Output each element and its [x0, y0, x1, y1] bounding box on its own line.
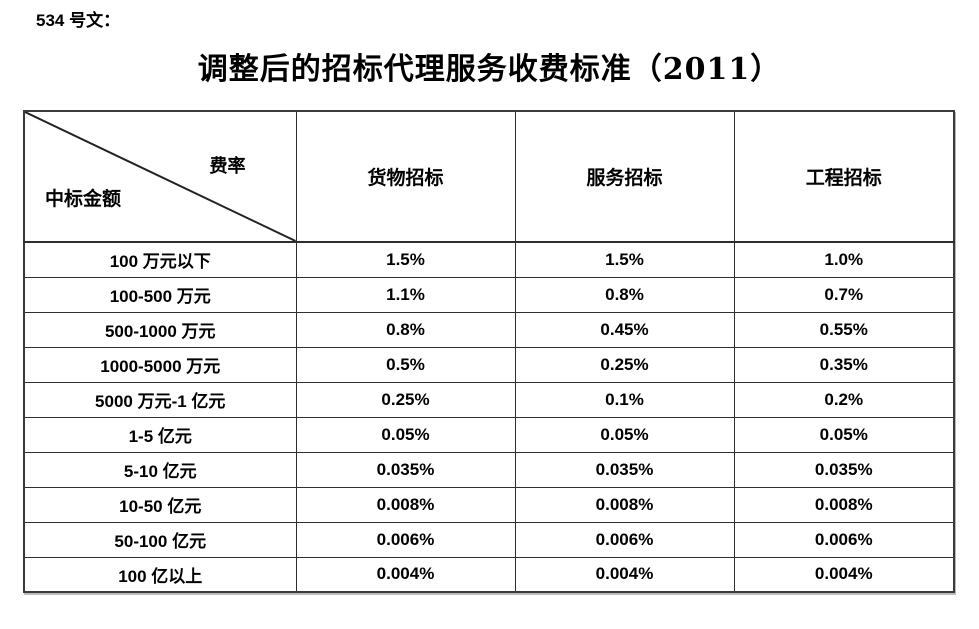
table-row: 50-100 亿元 0.006% 0.006% 0.006% — [23, 521, 955, 558]
column-header-service-bidding: 服务招标 — [514, 110, 735, 243]
table-row: 100-500 万元 1.1% 0.8% 0.7% — [23, 276, 955, 313]
rate-cell: 0.035% — [514, 451, 735, 488]
table-row: 100 万元以下 1.5% 1.5% 1.0% — [23, 241, 955, 278]
rate-cell: 0.008% — [295, 486, 516, 523]
amount-cell: 5000 万元-1 亿元 — [23, 381, 297, 418]
amount-cell: 10-50 亿元 — [23, 486, 297, 523]
rate-cell: 0.55% — [733, 311, 955, 348]
rate-cell: 0.006% — [514, 521, 735, 558]
column-header-engineering-bidding: 工程招标 — [733, 110, 955, 243]
rate-cell: 0.05% — [514, 416, 735, 453]
rate-cell: 0.05% — [295, 416, 516, 453]
table-row: 500-1000 万元 0.8% 0.45% 0.55% — [23, 311, 955, 348]
amount-cell: 1000-5000 万元 — [23, 346, 297, 383]
rate-cell: 1.5% — [295, 241, 516, 278]
amount-cell: 100 万元以下 — [23, 241, 297, 278]
rate-cell: 0.7% — [733, 276, 955, 313]
amount-cell: 100-500 万元 — [23, 276, 297, 313]
rate-cell: 0.008% — [514, 486, 735, 523]
rate-cell: 0.006% — [295, 521, 516, 558]
diagonal-line — [25, 112, 295, 240]
rate-cell: 1.5% — [514, 241, 735, 278]
rate-cell: 0.035% — [733, 451, 955, 488]
table-row: 1-5 亿元 0.05% 0.05% 0.05% — [23, 416, 955, 453]
table-row: 5-10 亿元 0.035% 0.035% 0.035% — [23, 451, 955, 488]
corner-cell: 费率 中标金额 — [23, 110, 297, 243]
table-row: 100 亿以上 0.004% 0.004% 0.004% — [23, 556, 955, 593]
rate-cell: 0.35% — [733, 346, 955, 383]
table-row: 5000 万元-1 亿元 0.25% 0.1% 0.2% — [23, 381, 955, 418]
amount-cell: 500-1000 万元 — [23, 311, 297, 348]
rate-cell: 0.035% — [295, 451, 516, 488]
amount-cell: 100 亿以上 — [23, 556, 297, 593]
doc-number-label: 534 号文： — [36, 11, 121, 30]
rate-cell: 0.2% — [733, 381, 955, 418]
amount-cell: 1-5 亿元 — [23, 416, 297, 453]
table-body: 100 万元以下 1.5% 1.5% 1.0% 100-500 万元 1.1% 0.8% 0.… — [23, 241, 955, 593]
rate-cell: 0.004% — [295, 556, 516, 593]
rate-cell: 1.0% — [733, 241, 955, 278]
table-row: 1000-5000 万元 0.5% 0.25% 0.35% — [23, 346, 955, 383]
rate-cell: 0.5% — [295, 346, 516, 383]
corner-label-amount: 中标金额 — [45, 188, 122, 210]
rate-cell: 0.05% — [733, 416, 955, 453]
column-header-goods-bidding: 货物招标 — [295, 110, 516, 243]
amount-cell: 5-10 亿元 — [23, 451, 297, 488]
amount-cell: 50-100 亿元 — [23, 521, 297, 558]
rate-cell: 0.1% — [514, 381, 735, 418]
header-row: 费率 中标金额 货物招标 服务招标 工程招标 — [23, 110, 955, 243]
rate-cell: 0.008% — [733, 486, 955, 523]
rate-cell: 0.006% — [733, 521, 955, 558]
table-row: 10-50 亿元 0.008% 0.008% 0.008% — [23, 486, 955, 523]
rate-cell: 0.25% — [514, 346, 735, 383]
rate-cell: 0.004% — [733, 556, 955, 593]
rate-cell: 0.25% — [295, 381, 516, 418]
rate-cell: 0.004% — [514, 556, 735, 593]
rate-cell: 0.8% — [514, 276, 735, 313]
corner-label-rate: 费率 — [209, 156, 246, 177]
rate-cell: 0.8% — [295, 311, 516, 348]
fee-table: 费率 中标金额 货物招标 服务招标 工程招标 100 万元以下 1.5% 1.5% 1… — [23, 110, 955, 593]
rate-cell: 1.1% — [295, 276, 516, 313]
page-title: 调整后的招标代理服务收费标准（2011） — [197, 52, 782, 87]
rate-cell: 0.45% — [514, 311, 735, 348]
